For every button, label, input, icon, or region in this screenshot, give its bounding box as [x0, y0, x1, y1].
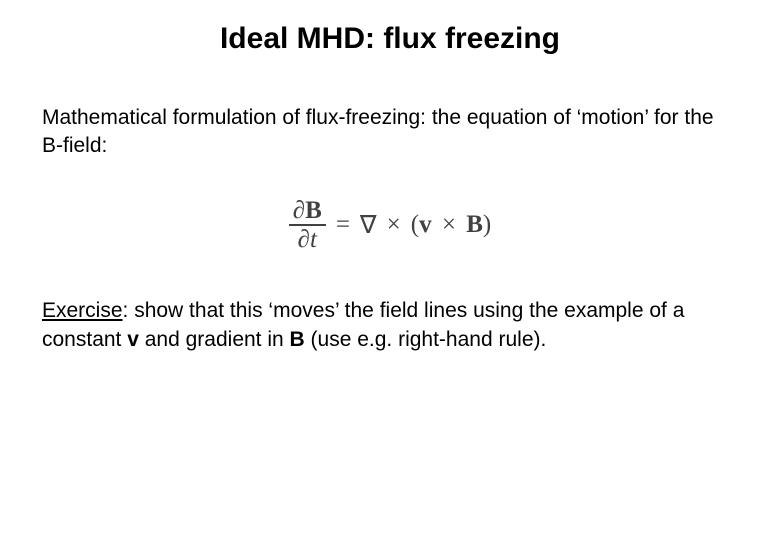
exercise-paragraph: Exercise: show that this ‘moves’ the fie…	[42, 297, 738, 354]
eq-t: t	[310, 226, 317, 253]
eq-fraction: ∂B ∂t	[289, 197, 326, 254]
intro-paragraph: Mathematical formulation of flux-freezin…	[42, 104, 738, 161]
exercise-text-3: (use e.g. right-hand rule).	[305, 328, 547, 351]
slide-title: Ideal MHD: flux freezing	[42, 22, 738, 56]
flux-freezing-equation: ∂B ∂t = ∇ × (v × B)	[289, 197, 491, 254]
eq-B-rhs: B	[466, 211, 483, 238]
cross-symbol-2: ×	[438, 211, 460, 238]
eq-rhs-group: (v × B)	[411, 211, 491, 239]
equals-sign: =	[336, 211, 350, 239]
equation-block: ∂B ∂t = ∇ × (v × B)	[42, 197, 738, 254]
partial-symbol-2: ∂	[298, 226, 310, 253]
lparen: (	[411, 211, 419, 238]
exercise-label: Exercise	[42, 299, 123, 322]
eq-denominator: ∂t	[294, 226, 321, 254]
rparen: )	[483, 211, 491, 238]
slide: Ideal MHD: flux freezing Mathematical fo…	[0, 0, 780, 540]
exercise-v: v	[127, 328, 139, 351]
nabla-symbol: ∇	[360, 210, 377, 240]
exercise-B: B	[290, 328, 305, 351]
exercise-text-2: and gradient in	[139, 328, 290, 351]
cross-symbol-1: ×	[387, 211, 401, 239]
eq-v: v	[419, 211, 432, 238]
partial-symbol: ∂	[293, 197, 305, 224]
eq-B-top: B	[305, 197, 322, 224]
eq-numerator: ∂B	[289, 197, 326, 225]
